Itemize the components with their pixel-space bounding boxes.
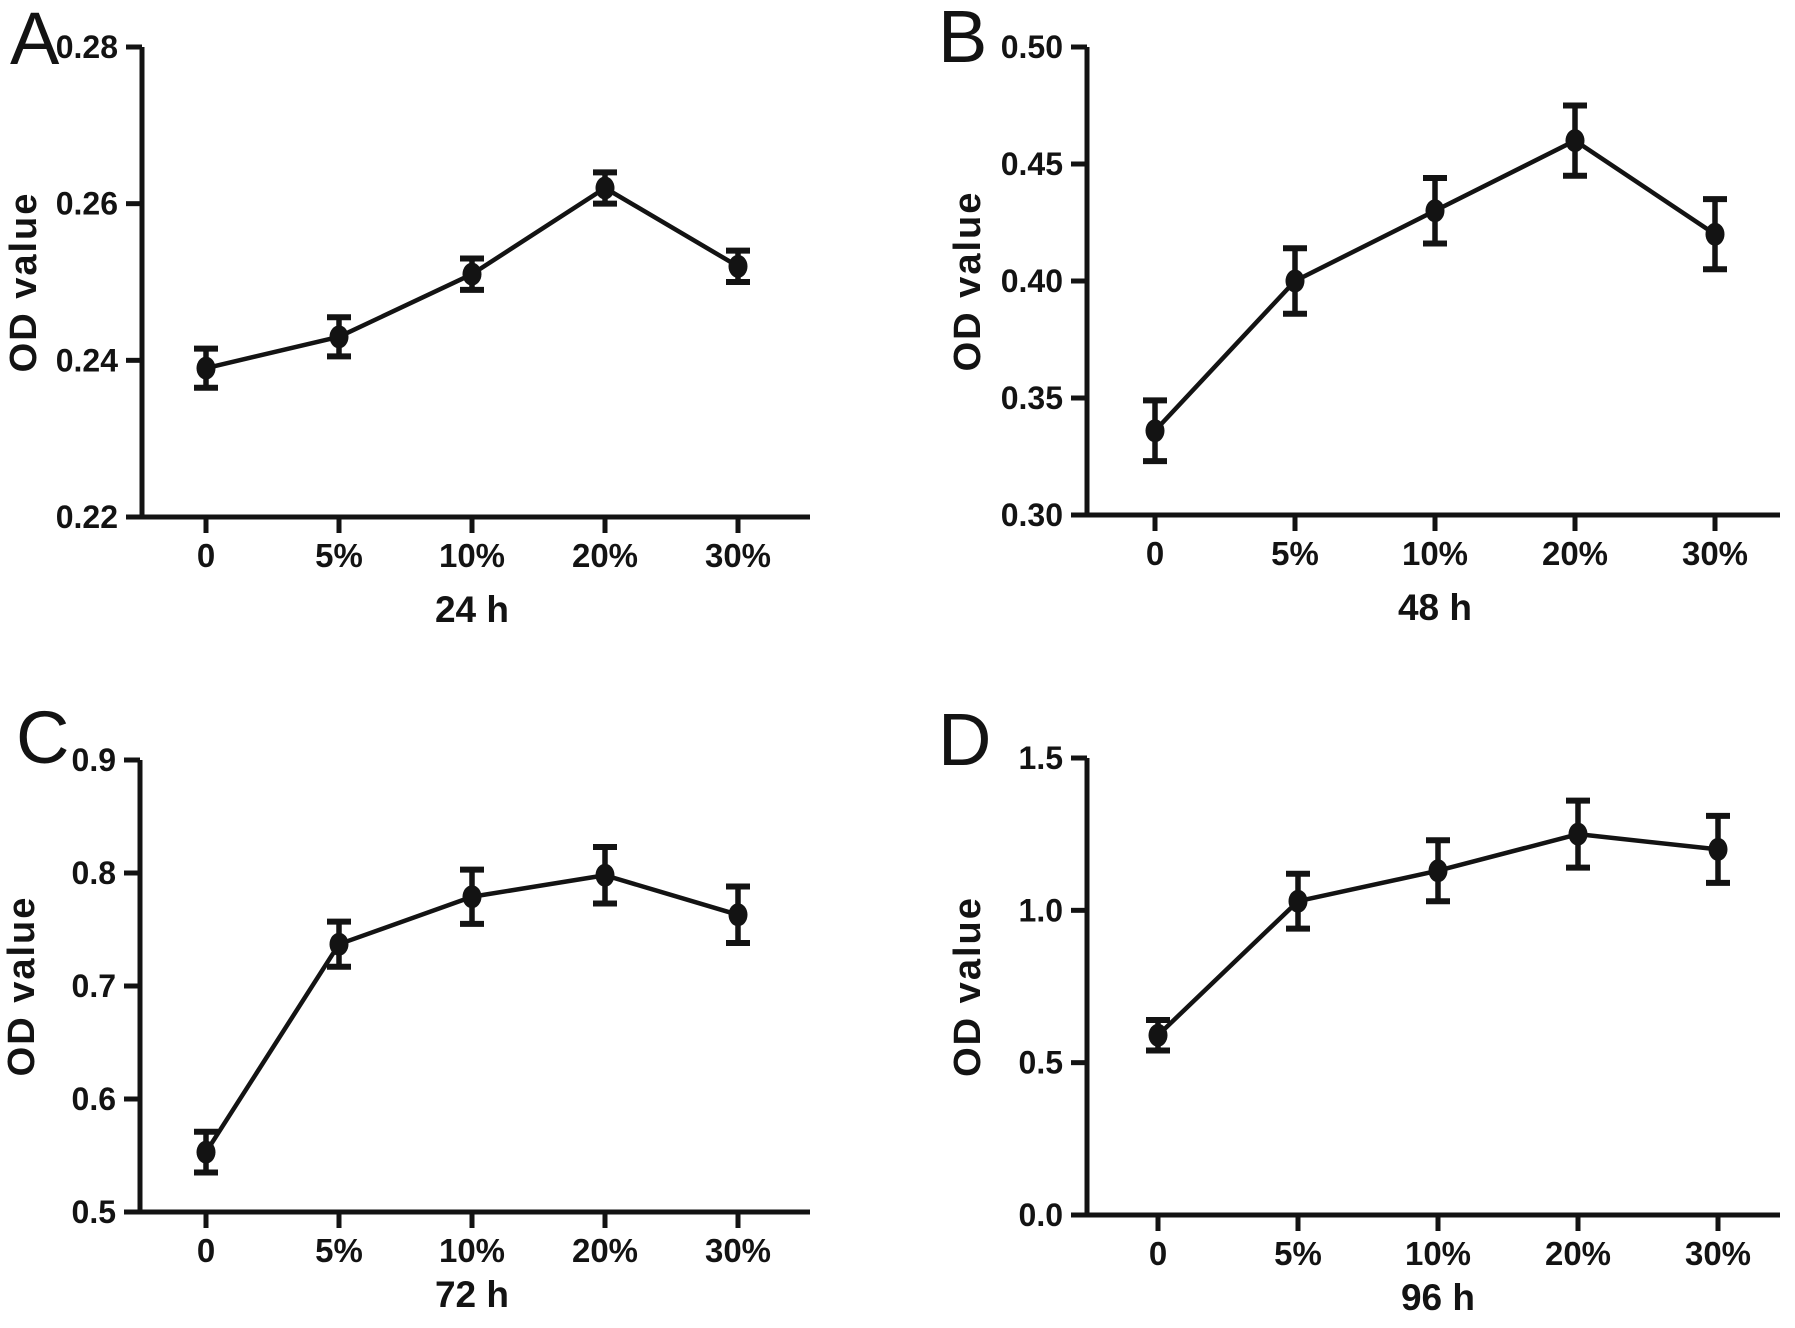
data-point-marker [329, 325, 349, 349]
x-axis-title: 24 h [435, 589, 509, 630]
y-axis-title: OD value [947, 896, 989, 1077]
data-point-marker [462, 885, 482, 909]
data-point-marker [1708, 837, 1728, 861]
x-tick-label: 20% [572, 1232, 638, 1269]
y-tick-label: 0.26 [56, 186, 118, 222]
axis-spines [1084, 47, 1780, 518]
data-point-marker [1145, 419, 1165, 443]
y-tick-label: 1.5 [1019, 740, 1063, 776]
y-tick-label: 0.50 [1001, 29, 1063, 65]
data-point-marker [728, 903, 748, 927]
x-tick-label: 20% [1545, 1235, 1611, 1272]
y-tick-label: 0.5 [72, 1194, 116, 1230]
data-point-marker [1428, 859, 1448, 883]
x-tick-label: 10% [1402, 535, 1468, 572]
y-tick-label: 0.45 [1001, 146, 1063, 182]
chart-panel-C: C 0.5 0.6 0.7 0.8 0.9 0 5% 10% 20% 30% 72 h OD value [1, 696, 810, 1315]
y-tick-label: 0.40 [1001, 263, 1063, 299]
x-axis-title: 72 h [435, 1274, 509, 1315]
chart-panel-B: B 0.30 0.35 0.40 0.45 0.50 0 5% 10% 20% 30% 48 h OD … [938, 0, 1780, 628]
y-tick-label: 0.9 [72, 742, 116, 778]
panel-letter-A: A [10, 0, 60, 80]
y-tick-label: 0.28 [56, 29, 118, 65]
y-tick-label: 0.24 [56, 342, 118, 378]
axis-spines [1084, 758, 1780, 1218]
data-point-marker [595, 176, 615, 200]
data-point-marker [1565, 129, 1585, 153]
y-axis-title: OD value [947, 191, 989, 372]
x-axis-title: 96 h [1401, 1277, 1475, 1318]
data-point-marker [1148, 1023, 1168, 1047]
x-tick-label: 20% [1542, 535, 1608, 572]
x-tick-label: 10% [1405, 1235, 1471, 1272]
data-point-marker [196, 1140, 216, 1164]
x-tick-label: 30% [1685, 1235, 1751, 1272]
data-point-marker [1288, 889, 1308, 913]
data-point-marker [196, 356, 216, 380]
x-tick-label: 0 [1149, 1235, 1167, 1272]
x-tick-label: 20% [572, 537, 638, 574]
panel-letter-B: B [938, 0, 987, 78]
axis-spines [137, 760, 810, 1215]
y-tick-label: 0.35 [1001, 380, 1063, 416]
y-tick-label: 0.0 [1019, 1197, 1063, 1233]
y-tick-label: 0.7 [72, 968, 116, 1004]
x-tick-label: 10% [439, 537, 505, 574]
x-axis-title: 48 h [1398, 587, 1472, 628]
y-tick-label: 0.6 [72, 1081, 116, 1117]
chart-panel-D: D 0.0 0.5 1.0 1.5 0 5% 10% 20% 30% 96 h OD value [938, 698, 1780, 1318]
data-point-marker [595, 863, 615, 887]
data-point-marker [1425, 199, 1445, 223]
x-tick-label: 5% [315, 537, 363, 574]
data-point-marker [1568, 822, 1588, 846]
y-axis-title: OD value [3, 192, 45, 373]
y-tick-label: 0.22 [56, 499, 118, 535]
data-point-marker [462, 262, 482, 286]
x-tick-label: 30% [1682, 535, 1748, 572]
data-point-marker [329, 932, 349, 956]
x-tick-label: 5% [315, 1232, 363, 1269]
y-tick-label: 0.5 [1019, 1045, 1063, 1081]
x-tick-label: 5% [1274, 1235, 1322, 1272]
x-tick-label: 0 [1146, 535, 1164, 572]
x-tick-label: 30% [705, 1232, 771, 1269]
data-point-marker [728, 254, 748, 278]
y-tick-label: 1.0 [1019, 892, 1063, 928]
y-tick-label: 0.8 [72, 855, 116, 891]
x-tick-label: 5% [1271, 535, 1319, 572]
data-point-marker [1705, 222, 1725, 246]
panel-letter-D: D [938, 698, 991, 781]
x-tick-label: 30% [705, 537, 771, 574]
y-tick-label: 0.30 [1001, 497, 1063, 533]
x-tick-label: 0 [197, 1232, 215, 1269]
y-axis-title: OD value [1, 896, 43, 1077]
data-point-marker [1285, 269, 1305, 293]
x-tick-label: 10% [439, 1232, 505, 1269]
chart-panel-A: A 0.22 0.24 0.26 0.28 0 5% 10% 20% 30% 24 h OD valu… [3, 0, 810, 630]
x-tick-label: 0 [197, 537, 215, 574]
panel-letter-C: C [16, 696, 69, 779]
